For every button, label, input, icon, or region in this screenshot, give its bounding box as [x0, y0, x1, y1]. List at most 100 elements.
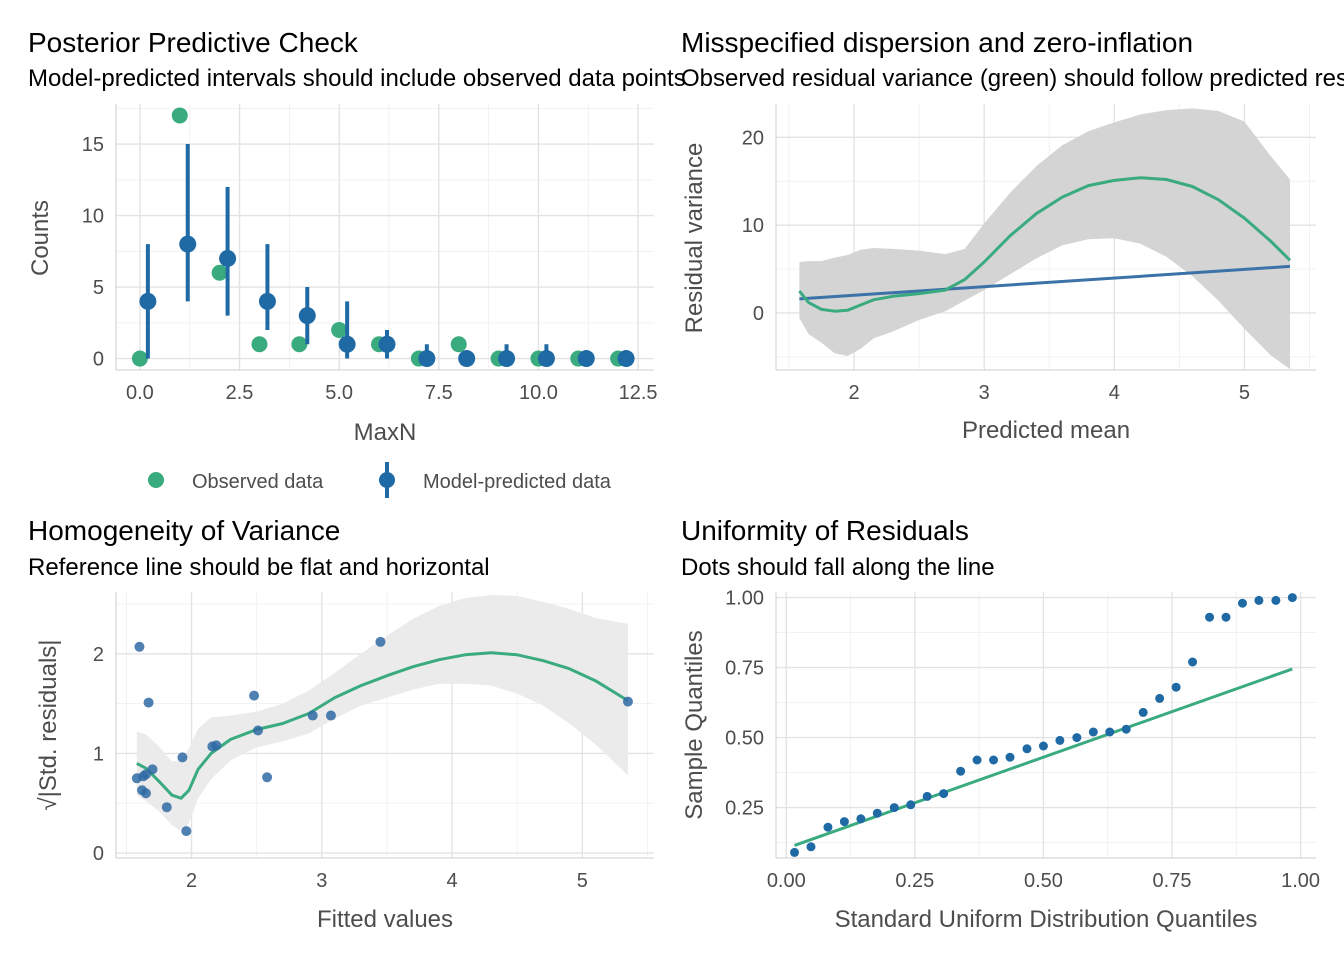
y-tick-label: 10 [742, 215, 764, 237]
quantile-point [956, 766, 966, 776]
residual-point [181, 826, 192, 837]
quantile-point [1237, 598, 1247, 608]
panel-2-tick-labels: 2 3 4 5 0 10 20 [742, 127, 1250, 404]
panel-1-y-axis-label: Counts [27, 200, 54, 276]
legend-predicted-label: Model-predicted data [423, 471, 612, 493]
x-tick-label: 0.50 [1024, 870, 1063, 892]
x-tick-label: 2 [849, 382, 860, 404]
predicted-point [139, 292, 157, 310]
quantile-point [1088, 727, 1098, 737]
quantile-point [1105, 727, 1115, 737]
observed-point [291, 336, 308, 353]
panel-4-subtitle: Dots should fall along the line [681, 554, 995, 581]
x-tick-label: 0.75 [1153, 870, 1192, 892]
quantile-point [1287, 593, 1297, 603]
quantile-point [1138, 707, 1148, 717]
panel-1-title: Posterior Predictive Check [28, 27, 359, 58]
predicted-point [179, 235, 197, 253]
y-tick-label: 0.50 [725, 728, 764, 750]
panel-3-x-axis-label: Fitted values [317, 906, 453, 933]
quantile-point [790, 847, 800, 857]
residual-point [622, 696, 633, 707]
residual-point [249, 690, 260, 701]
residual-point [134, 641, 145, 652]
residual-point [161, 802, 172, 813]
panel-1-subtitle: Model-predicted intervals should include… [28, 65, 686, 92]
smooth-reference-line [136, 651, 629, 800]
predicted-point [418, 350, 436, 368]
observed-point [331, 321, 348, 338]
quantile-point [906, 800, 916, 810]
x-tick-label: 1.00 [1281, 870, 1320, 892]
panel-2-title: Misspecified dispersion and zero-inflati… [681, 27, 1193, 58]
panel-3-marks [131, 595, 633, 837]
x-tick-label: 3 [316, 870, 327, 892]
quantile-point [856, 814, 866, 824]
panel-4-marks [790, 593, 1297, 857]
quantile-point [1155, 693, 1165, 703]
panel-3-title: Homogeneity of Variance [28, 515, 340, 546]
observed-point [450, 336, 467, 353]
quantile-point [1171, 682, 1181, 692]
panel-2-x-axis-label: Predicted mean [962, 417, 1130, 444]
panel-2-subtitle: Observed residual variance (green) shoul… [681, 65, 1344, 92]
x-tick-label: 3 [979, 382, 990, 404]
x-tick-label: 0.00 [767, 870, 806, 892]
predicted-point [537, 350, 555, 368]
legend-predicted-swatch [379, 472, 395, 488]
panel-2-y-axis-label: Residual variance [681, 143, 708, 334]
legend-observed-swatch [148, 472, 164, 488]
quantile-point [989, 755, 999, 765]
panel-4-tick-labels: 0.00 0.25 0.50 0.75 1.00 0.25 0.50 0.75 1.00 [725, 588, 1320, 892]
quantile-point [1205, 612, 1215, 622]
residual-point [307, 710, 318, 721]
y-tick-label: 0.75 [725, 658, 764, 680]
predicted-point [577, 350, 595, 368]
panel-3-tick-labels: 2 3 4 5 0 1 2 [93, 644, 588, 892]
x-tick-label: 4 [447, 870, 458, 892]
residual-point [262, 772, 273, 783]
y-tick-label: 2 [93, 644, 104, 666]
panel-1-marks [131, 107, 635, 368]
panel-4-x-axis-label: Standard Uniform Distribution Quantiles [835, 906, 1258, 933]
x-tick-label: 12.5 [619, 382, 658, 404]
panel-4-title: Uniformity of Residuals [681, 515, 969, 546]
residual-point [252, 725, 263, 736]
x-tick-label: 5 [1239, 382, 1250, 404]
panel-3-subtitle: Reference line should be flat and horizo… [28, 554, 490, 581]
x-tick-label: 5.0 [325, 382, 353, 404]
y-tick-label: 1.00 [725, 588, 764, 610]
quantile-point [922, 791, 932, 801]
y-tick-label: 0 [93, 349, 104, 371]
quantile-point [1121, 724, 1131, 734]
observed-point [171, 107, 188, 124]
y-tick-label: 10 [82, 206, 104, 228]
quantile-point [1271, 595, 1281, 605]
quantile-point [1038, 741, 1048, 751]
y-tick-label: 20 [742, 127, 764, 149]
panel-1-tick-labels: 0.0 2.5 5.0 7.5 10.0 12.5 0 5 10 15 [82, 134, 658, 404]
panel-misspecified-dispersion: Misspecified dispersion and zero-inflati… [681, 27, 1344, 444]
quantile-point [1022, 744, 1032, 754]
predicted-point [219, 249, 237, 267]
panel-3-y-axis-label: √|Std. residuals| [35, 639, 62, 810]
panel-4-gridlines [776, 592, 1316, 858]
quantile-point [1055, 735, 1065, 745]
residual-point [325, 710, 336, 721]
predicted-point [298, 307, 316, 325]
panel-4-y-axis-label: Sample Quantiles [681, 630, 708, 819]
panel-1-gridlines [116, 104, 654, 370]
quantile-point [839, 817, 849, 827]
smooth-confidence-band [136, 595, 628, 832]
quantile-point [872, 808, 882, 818]
observed-point [211, 264, 228, 281]
panel-1-x-axis-label: MaxN [354, 419, 417, 446]
predicted-point [378, 335, 396, 353]
x-tick-label: 7.5 [425, 382, 453, 404]
predicted-variance-line [799, 264, 1291, 301]
predicted-point [498, 350, 516, 368]
y-tick-label: 5 [93, 277, 104, 299]
panel-1-legend: Observed data Model-predicted data [148, 462, 612, 498]
residual-point [143, 697, 154, 708]
